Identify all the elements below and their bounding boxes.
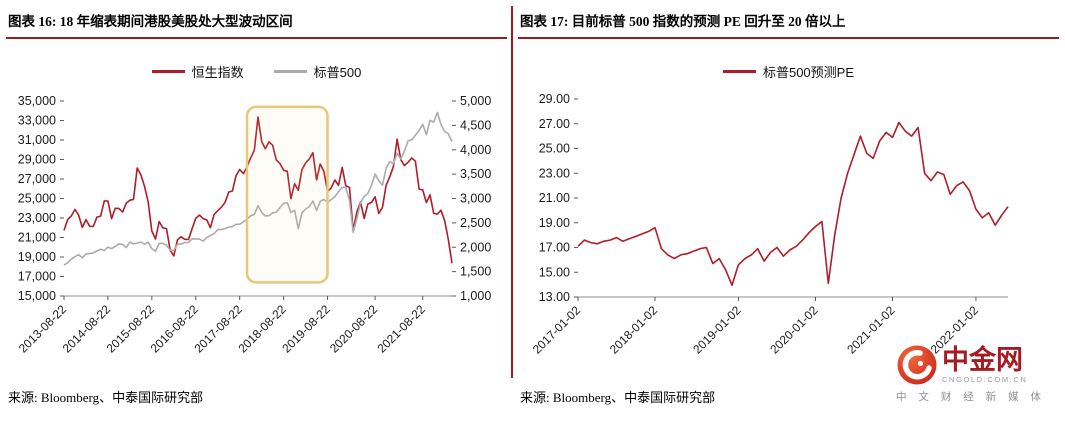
svg-text:1,500: 1,500 bbox=[460, 265, 491, 279]
hsi-spx-line-chart: 15,000 17,000 19,000 21,000 23,000 25,000 27,0… bbox=[16, 94, 492, 356]
svg-text:4,500: 4,500 bbox=[460, 118, 491, 132]
legend-label-spx: 标普500 bbox=[313, 64, 362, 80]
svg-text:33,000: 33,000 bbox=[18, 114, 56, 128]
legend-label-spx-pe: 标普500预测PE bbox=[762, 64, 855, 80]
svg-text:2,000: 2,000 bbox=[460, 240, 491, 254]
spx-line-swatch bbox=[273, 69, 307, 73]
hsi-line-swatch bbox=[151, 69, 185, 73]
svg-text:2020-08-22: 2020-08-22 bbox=[327, 302, 381, 356]
svg-text:23,000: 23,000 bbox=[18, 211, 56, 225]
svg-text:2019-08-22: 2019-08-22 bbox=[279, 302, 333, 356]
svg-text:21,000: 21,000 bbox=[18, 231, 56, 245]
legend-label-hsi: 恒生指数 bbox=[191, 64, 244, 80]
figure-16-source: 来源: Bloomberg、中泰国际研究部 bbox=[8, 390, 204, 405]
legend-item-spx-pe: 标普500预测PE bbox=[722, 62, 855, 81]
figure-16-panel: 图表 16: 18 年缩表期间港股美股处大型波动区间 恒生指数 标普500 15… bbox=[6, 8, 507, 406]
svg-text:17,000: 17,000 bbox=[18, 270, 56, 284]
svg-text:15.00: 15.00 bbox=[539, 265, 570, 279]
svg-text:2021-01-02: 2021-01-02 bbox=[844, 303, 898, 357]
figure-17-source: 来源: Bloomberg、中泰国际研究部 bbox=[520, 390, 716, 405]
spx-pe-line-swatch bbox=[722, 69, 756, 73]
svg-text:4,000: 4,000 bbox=[460, 143, 491, 157]
svg-text:5,000: 5,000 bbox=[460, 94, 491, 108]
svg-text:1,000: 1,000 bbox=[460, 289, 491, 303]
svg-text:23.00: 23.00 bbox=[539, 166, 570, 180]
brand-domain: CNGOLD.COM.CN bbox=[942, 375, 1028, 384]
legend-item-spx: 标普500 bbox=[273, 62, 362, 81]
svg-text:2018-01-02: 2018-01-02 bbox=[607, 303, 661, 357]
spx-forward-pe-line-chart: 13.00 15.00 17.00 19.00 21.00 23.00 25.00 27.00… bbox=[530, 92, 1009, 357]
svg-text:2019-01-02: 2019-01-02 bbox=[690, 303, 744, 357]
svg-text:2,500: 2,500 bbox=[460, 216, 491, 230]
svg-text:29,000: 29,000 bbox=[18, 153, 56, 167]
svg-text:31,000: 31,000 bbox=[18, 133, 56, 147]
svg-text:25.00: 25.00 bbox=[539, 142, 570, 156]
watermark-text-column: 中金网 CNGOLD.COM.CN bbox=[942, 346, 1027, 384]
figure-16-legend: 恒生指数 标普500 bbox=[6, 61, 507, 81]
svg-text:19.00: 19.00 bbox=[539, 216, 570, 230]
svg-text:19,000: 19,000 bbox=[18, 250, 56, 264]
svg-text:27,000: 27,000 bbox=[18, 172, 56, 186]
svg-text:2017-01-02: 2017-01-02 bbox=[530, 303, 584, 357]
svg-text:29.00: 29.00 bbox=[539, 92, 570, 106]
watermark-row: 中金网 CNGOLD.COM.CN bbox=[896, 344, 1064, 386]
cngold-logo-icon bbox=[897, 345, 937, 385]
brand-name: 中金网 bbox=[942, 345, 1023, 375]
figure-16-title-rule bbox=[6, 37, 507, 39]
svg-text:17.00: 17.00 bbox=[539, 241, 570, 255]
figure-17-title-rule bbox=[518, 37, 1059, 39]
svg-text:3,500: 3,500 bbox=[460, 167, 491, 181]
figure-17-panel: 图表 17: 目前标普 500 指数的预测 PE 回升至 20 倍以上 标普50… bbox=[518, 8, 1059, 406]
svg-text:2020-01-02: 2020-01-02 bbox=[767, 303, 821, 357]
figure-17-legend: 标普500预测PE bbox=[518, 61, 1059, 81]
svg-text:27.00: 27.00 bbox=[539, 117, 570, 131]
svg-text:35,000: 35,000 bbox=[18, 94, 56, 108]
brand-tagline: 中 文 财 经 新 媒 体 bbox=[896, 391, 1046, 403]
svg-text:25,000: 25,000 bbox=[18, 192, 56, 206]
legend-item-hsi: 恒生指数 bbox=[151, 62, 244, 81]
figure-16-title: 图表 16: 18 年缩表期间港股美股处大型波动区间 bbox=[8, 14, 293, 29]
svg-text:2021-08-22: 2021-08-22 bbox=[375, 302, 429, 356]
svg-text:15,000: 15,000 bbox=[18, 289, 56, 303]
panel-divider bbox=[511, 6, 513, 378]
cngold-watermark: 中金网 CNGOLD.COM.CN 中 文 财 经 新 媒 体 bbox=[896, 344, 1064, 404]
figure-17-title: 图表 17: 目前标普 500 指数的预测 PE 回升至 20 倍以上 bbox=[520, 14, 846, 29]
svg-text:3,000: 3,000 bbox=[460, 192, 491, 206]
svg-text:21.00: 21.00 bbox=[539, 191, 570, 205]
svg-text:13.00: 13.00 bbox=[539, 290, 570, 304]
